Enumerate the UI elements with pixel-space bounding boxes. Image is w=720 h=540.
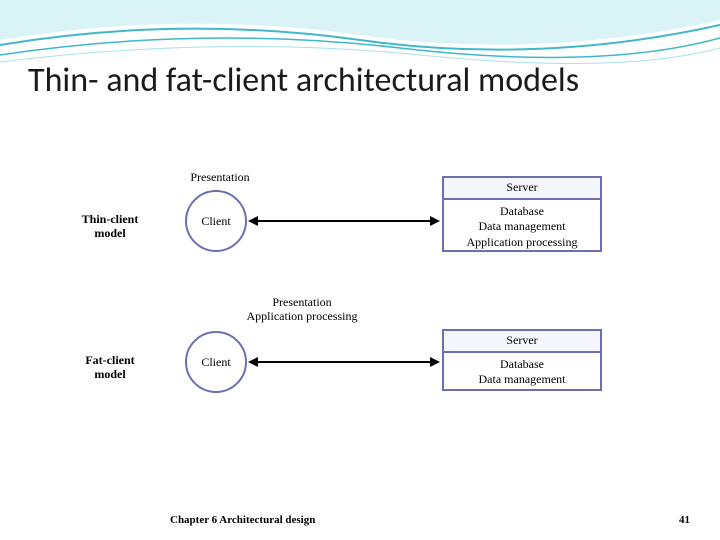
thin-arrow-left [248,216,258,226]
footer-chapter: Chapter 6 Architectural design [170,514,315,526]
page-title: Thin- and fat-client architectural model… [28,62,579,99]
footer-page-number: 41 [679,514,690,526]
thin-client-text: Client [201,214,230,229]
fat-server-box: Server DatabaseData management [442,329,602,391]
thin-arrow-right [430,216,440,226]
fat-arrow-line [255,361,433,363]
fat-client-text: Client [201,355,230,370]
thin-server-body: DatabaseData managementApplication proce… [448,204,596,251]
fat-client-node: Client [185,331,247,393]
fat-server-body: DatabaseData management [448,357,596,388]
thin-arrow-line [255,220,433,222]
thin-server-header: Server [444,178,600,200]
thin-client-above-label: Presentation [180,170,260,184]
fat-arrow-left [248,357,258,367]
fat-arrow-right [430,357,440,367]
thin-client-row: Thin-clientmodel Presentation Client Ser… [70,160,630,270]
architecture-diagram: Thin-clientmodel Presentation Client Ser… [70,160,630,420]
fat-client-row: Fat-clientmodel PresentationApplication … [70,285,630,395]
thin-client-node: Client [185,190,247,252]
thin-server-box: Server DatabaseData managementApplicatio… [442,176,602,252]
thin-model-label: Thin-clientmodel [70,212,150,241]
fat-model-label: Fat-clientmodel [70,353,150,382]
fat-client-above-label: PresentationApplication processing [222,295,382,324]
fat-server-header: Server [444,331,600,353]
